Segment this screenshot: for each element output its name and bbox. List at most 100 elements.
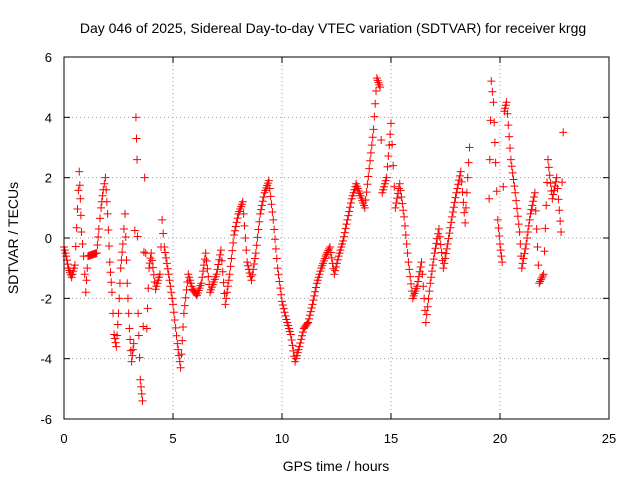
data-point-marker [113,320,122,329]
data-point-marker [545,171,554,180]
data-point-marker [134,331,143,340]
data-point-marker [289,346,298,355]
data-point-marker [522,240,531,249]
data-point-marker [382,173,391,182]
data-point-marker [243,261,252,270]
data-point-marker [424,294,433,303]
data-point-marker [75,167,84,176]
data-point-marker [428,261,437,270]
data-point-marker [510,182,519,191]
data-point-marker [333,255,342,264]
data-point-marker [243,258,252,267]
x-axis-ticks: 0 5 10 15 20 25 [60,57,616,446]
data-point-marker [507,162,516,171]
data-point-marker [451,193,460,202]
data-point-marker [372,86,381,95]
data-point-marker [446,223,455,232]
data-point-marker [171,323,180,332]
y-tick-label: 4 [45,110,52,125]
data-point-marker [554,195,563,204]
data-point-marker [518,259,527,268]
data-point-marker [126,346,135,355]
data-point-marker [76,194,85,203]
data-point-marker [159,229,168,238]
data-point-marker [198,273,207,282]
data-point-marker [523,227,532,236]
data-point-marker [173,339,182,348]
data-point-marker [392,199,401,208]
data-point-marker [346,199,355,208]
data-point-marker [391,203,400,212]
data-point-marker [437,248,446,257]
data-point-marker [461,203,470,212]
data-point-marker [508,168,517,177]
data-point-marker [181,293,190,302]
data-point-marker [555,206,564,215]
data-point-marker [370,112,379,121]
data-point-marker [240,221,249,230]
data-point-marker [216,250,225,259]
data-point-marker [557,227,566,236]
data-point-marker [499,182,508,191]
data-point-marker [130,226,139,235]
data-point-marker [493,215,502,224]
data-point-marker [162,259,171,268]
data-point-marker [133,232,142,241]
data-point-marker [280,308,289,317]
data-point-marker [543,178,552,187]
data-point-marker [425,287,434,296]
data-point-marker [394,184,403,193]
data-point-marker [542,201,551,210]
data-point-marker [72,223,81,232]
data-point-marker [453,184,462,193]
data-point-marker [366,156,375,165]
data-point-marker [201,249,210,258]
data-point-marker [526,209,535,218]
data-point-marker [344,211,353,220]
data-point-marker [255,217,264,226]
data-point-marker [232,218,241,227]
chart-title: Day 046 of 2025, Sidereal Day-to-day VTE… [80,20,586,36]
data-point-marker [104,225,113,234]
data-point-marker [485,155,494,164]
data-point-marker [101,173,110,182]
data-point-marker [490,138,499,147]
data-point-marker [388,140,397,149]
data-point-marker [362,188,371,197]
data-point-marker [286,330,295,339]
data-point-marker [363,180,372,189]
data-point-marker [75,181,84,190]
data-point-marker [94,232,103,241]
data-point-marker [448,208,457,217]
data-point-marker [264,176,273,185]
data-point-marker [407,279,416,288]
data-point-marker [426,279,435,288]
data-point-marker [366,148,375,157]
data-point-marker [137,389,146,398]
data-point-marker [343,215,352,224]
data-point-marker [442,244,451,253]
data-point-marker [517,264,526,273]
data-point-marker [463,173,472,182]
data-point-marker [439,264,448,273]
data-point-marker [204,272,213,281]
data-point-marker [528,201,537,210]
data-point-marker [377,135,386,144]
data-point-marker [268,208,277,217]
data-point-marker [452,188,461,197]
data-point-marker [434,224,443,233]
data-point-marker [321,252,330,261]
data-point-marker [107,278,116,287]
data-point-marker [98,191,107,200]
data-point-marker [174,345,183,354]
data-point-marker [485,194,494,203]
data-point-marker [514,220,523,229]
data-point-marker [447,218,456,227]
data-point-marker [213,265,222,274]
x-tick-label: 25 [602,431,616,446]
data-point-marker [303,319,312,328]
data-point-marker [238,197,247,206]
data-point-marker [307,303,316,312]
data-series-sdtvar [60,74,568,405]
data-point-marker [147,249,156,258]
